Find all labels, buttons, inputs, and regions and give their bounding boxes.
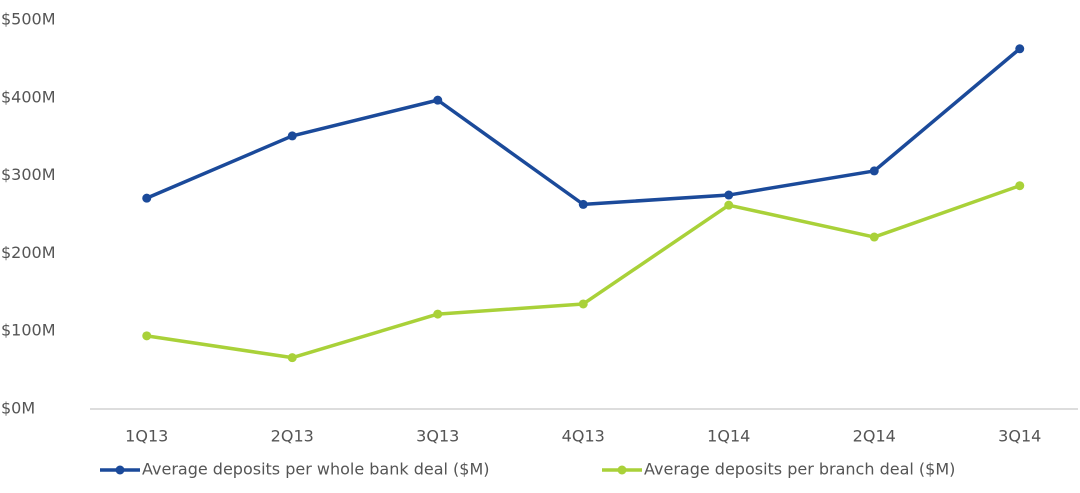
data-point <box>433 95 443 105</box>
data-point <box>1015 181 1025 191</box>
x-tick-label: 4Q13 <box>562 427 605 446</box>
legend-label: Average deposits per whole bank deal ($M… <box>142 460 490 479</box>
legend-marker <box>115 465 125 475</box>
data-point <box>142 331 152 341</box>
data-point <box>287 131 297 141</box>
legend-label: Average deposits per branch deal ($M) <box>644 460 955 479</box>
data-point <box>433 309 443 319</box>
y-tick-label: $0M <box>1 399 35 418</box>
y-tick-label: $100M <box>1 321 56 340</box>
data-point <box>142 193 152 203</box>
data-point <box>869 166 879 176</box>
data-point <box>287 353 297 363</box>
x-tick-label: 1Q13 <box>125 427 168 446</box>
data-point <box>578 199 588 209</box>
data-point <box>578 299 588 309</box>
data-point <box>869 232 879 242</box>
data-point <box>1015 44 1025 54</box>
x-tick-label: 2Q14 <box>853 427 896 446</box>
x-tick-label: 3Q14 <box>998 427 1041 446</box>
legend-marker <box>617 465 627 475</box>
y-tick-label: $300M <box>1 165 56 184</box>
data-point <box>724 190 734 200</box>
series-line <box>146 184 1021 360</box>
x-tick-label: 3Q13 <box>416 427 459 446</box>
data-point <box>724 200 734 210</box>
series-line <box>146 47 1021 207</box>
x-tick-label: 2Q13 <box>271 427 314 446</box>
y-tick-label: $500M <box>1 10 56 29</box>
x-tick-label: 1Q14 <box>707 427 750 446</box>
y-tick-label: $400M <box>1 87 56 106</box>
y-tick-label: $200M <box>1 243 56 262</box>
